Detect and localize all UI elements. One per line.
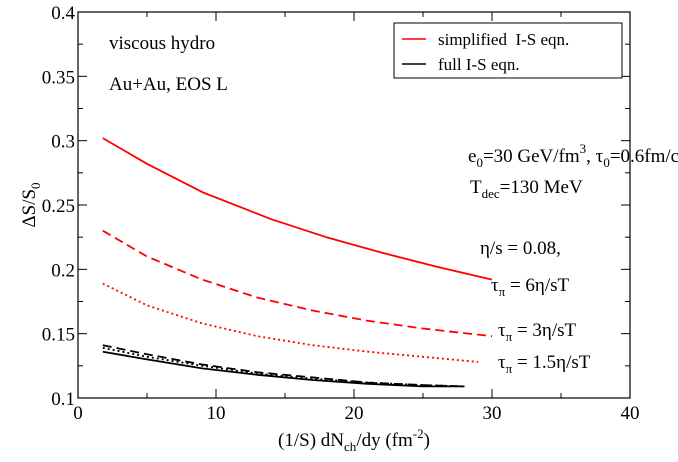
series-layer [102, 137, 493, 388]
x-tick-label: 10 [207, 403, 226, 424]
y-axis-title: ΔS/S0 [19, 182, 43, 227]
annotation-viscous-hydro: viscous hydro [109, 33, 215, 54]
y-tick-label: 0.1 [51, 389, 75, 410]
y-tick-label: 0.35 [42, 67, 75, 88]
annotation-auau-eos: Au+Au, EOS L [109, 74, 228, 95]
annotation-tau-1-5: τπ = 1.5η/sT [498, 352, 591, 376]
y-tick-label: 0.25 [42, 196, 75, 217]
legend-label-simplified: simplified I-S eqn. [438, 30, 569, 49]
annotation-eta-s: η/s = 0.08, [480, 238, 561, 259]
annotation-tau-3: τπ = 3η/sT [498, 320, 577, 344]
annotation-initial-conditions: e0=30 GeV/fm3, τ0=0.6fm/c [468, 141, 678, 170]
x-axis-title: (1/S) dNch/dy (fm-2) [278, 426, 430, 454]
y-tick-label: 0.4 [51, 3, 75, 24]
y-tick-label: 0.3 [51, 132, 75, 153]
x-tick-label: 0 [73, 403, 83, 424]
legend: simplified I-S eqn. full I-S eqn. [393, 22, 623, 79]
x-tick-label: 20 [345, 403, 364, 424]
full-solid-series-line [102, 350, 465, 388]
axis-ticks: 0 10 20 30 40 0.1 0.15 0.2 0.25 0.3 0.35 0.4 [42, 3, 640, 424]
full-dashed-series-line [102, 344, 465, 388]
x-tick-label: 30 [483, 403, 502, 424]
legend-label-full: full I-S eqn. [438, 55, 520, 74]
full-dotted-series-line [102, 346, 465, 388]
y-tick-label: 0.2 [51, 260, 75, 281]
y-tick-label: 0.15 [42, 325, 75, 346]
x-tick-label: 40 [621, 403, 640, 424]
annotation-tau-6: τπ = 6η/sT [491, 275, 570, 299]
simplified-dashed-series-line [102, 229, 493, 338]
simplified-dotted-series-line [102, 282, 479, 363]
simplified-solid-series-line [102, 137, 493, 281]
annotation-tdec: Tdec=130 MeV [470, 177, 583, 201]
legend-box [393, 22, 623, 79]
